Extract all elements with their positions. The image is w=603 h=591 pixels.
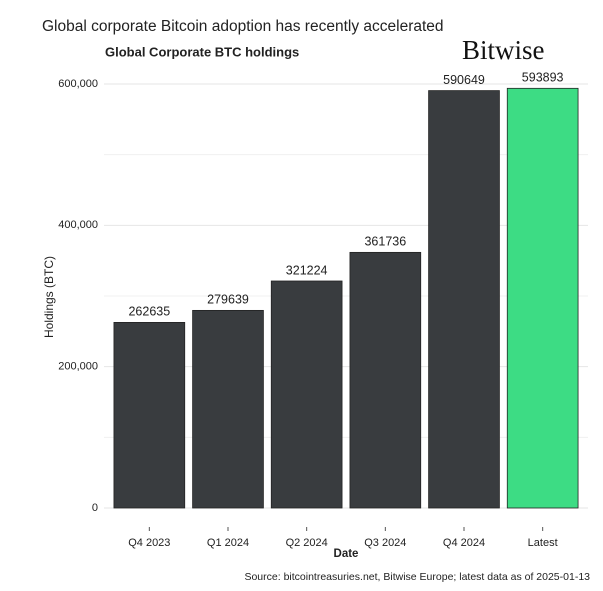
value-label: 279639 (207, 293, 249, 307)
x-tick-label: Q4 2024 (443, 537, 485, 549)
brand-logo: Bitwise (462, 35, 545, 65)
value-label: 361736 (364, 235, 406, 249)
source-note: Source: bitcointreasuries.net, Bitwise E… (244, 571, 590, 583)
y-tick-label: 0 (92, 502, 98, 514)
value-label: 590649 (443, 73, 485, 87)
value-label: 593893 (522, 71, 564, 85)
x-tick-label: Q1 2024 (207, 537, 249, 549)
y-tick-label: 400,000 (58, 219, 98, 231)
chart-title: Global Corporate BTC holdings (105, 44, 299, 59)
bar (349, 251, 422, 509)
headline: Global corporate Bitcoin adoption has re… (42, 18, 444, 35)
bar (192, 309, 264, 509)
x-tick-label: Q2 2024 (286, 537, 328, 549)
x-tick-label: Q4 2023 (128, 537, 170, 549)
bar (506, 87, 579, 509)
y-tick-label: 600,000 (58, 78, 98, 90)
x-axis-title: Date (334, 548, 359, 560)
x-tick-label: Latest (528, 537, 558, 549)
bar (113, 322, 186, 509)
value-label: 321224 (286, 263, 328, 277)
y-tick-label: 200,000 (58, 361, 98, 373)
bar (270, 280, 343, 509)
x-tick-label: Q3 2024 (364, 537, 406, 549)
y-axis-title: Holdings (BTC) (42, 256, 56, 338)
value-label: 262635 (128, 305, 170, 319)
bar (428, 90, 500, 509)
